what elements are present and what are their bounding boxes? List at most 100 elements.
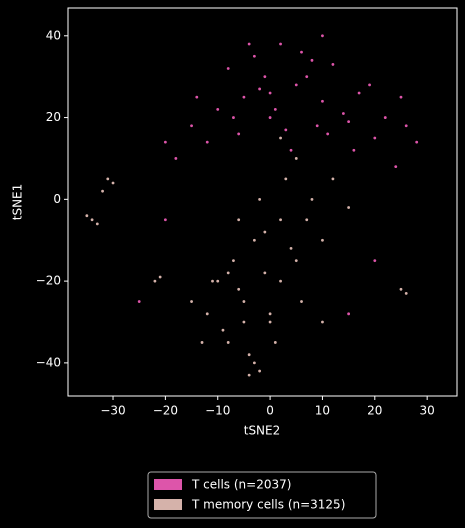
- point: [252, 54, 256, 58]
- y-tick-label: 0: [53, 192, 61, 206]
- x-axis-label: tSNE2: [244, 424, 281, 438]
- point: [221, 328, 225, 332]
- point: [294, 83, 298, 87]
- point: [341, 112, 345, 115]
- point: [106, 177, 110, 181]
- point: [268, 116, 272, 119]
- point: [284, 177, 288, 181]
- point: [242, 320, 246, 324]
- point: [326, 132, 330, 136]
- point: [247, 42, 251, 46]
- point: [300, 300, 303, 303]
- legend-swatch: [154, 479, 182, 490]
- point: [404, 291, 408, 295]
- point: [368, 83, 371, 87]
- point: [347, 120, 351, 124]
- x-tick-label: 10: [315, 404, 330, 418]
- point: [305, 218, 309, 222]
- y-axis-label: tSNE1: [11, 184, 25, 221]
- point: [247, 373, 251, 377]
- point: [279, 279, 282, 283]
- point: [237, 132, 241, 136]
- point: [263, 230, 267, 234]
- legend-swatch: [154, 499, 182, 510]
- point: [352, 148, 356, 152]
- point: [242, 300, 246, 303]
- point: [331, 177, 335, 181]
- point: [321, 99, 324, 103]
- point: [258, 197, 262, 201]
- point: [321, 320, 324, 324]
- point: [268, 320, 272, 324]
- point: [247, 353, 251, 357]
- point: [190, 124, 193, 128]
- point: [95, 222, 99, 226]
- point: [111, 181, 115, 185]
- point: [279, 42, 282, 46]
- point: [195, 95, 199, 99]
- point: [268, 312, 272, 316]
- point: [205, 312, 209, 316]
- point: [226, 341, 230, 344]
- point: [347, 312, 351, 316]
- x-tick-label: 0: [266, 404, 274, 418]
- point: [252, 361, 256, 365]
- point: [137, 300, 141, 303]
- point: [158, 275, 162, 279]
- point: [373, 259, 377, 263]
- point: [394, 165, 398, 169]
- legend-box: [147, 471, 377, 519]
- point: [163, 218, 167, 222]
- point: [273, 107, 277, 111]
- point: [399, 95, 403, 99]
- point: [399, 287, 403, 291]
- x-tick-label: −10: [205, 404, 230, 418]
- point: [211, 279, 214, 283]
- point: [226, 271, 230, 275]
- point: [383, 116, 387, 119]
- legend-label: T cells (n=2037): [191, 478, 291, 492]
- point: [90, 218, 94, 222]
- point: [373, 136, 377, 140]
- point: [310, 197, 314, 201]
- point: [263, 271, 267, 275]
- point: [357, 91, 361, 95]
- point: [305, 75, 309, 79]
- point: [289, 148, 293, 152]
- point: [232, 259, 235, 263]
- x-tick-label: −20: [153, 404, 178, 418]
- point: [163, 140, 167, 144]
- y-tick-label: 40: [46, 28, 61, 42]
- point: [101, 189, 104, 193]
- point: [252, 238, 256, 242]
- x-tick-label: −30: [100, 404, 125, 418]
- point: [294, 259, 298, 263]
- point: [289, 247, 293, 250]
- point: [273, 341, 277, 344]
- point: [294, 157, 298, 160]
- y-tick-label: −20: [36, 274, 61, 288]
- legend-label: T memory cells (n=3125): [191, 498, 345, 512]
- point: [347, 206, 351, 209]
- point: [174, 157, 178, 160]
- plot-frame: [67, 7, 458, 397]
- point: [258, 87, 262, 91]
- point: [190, 300, 193, 303]
- point: [258, 369, 262, 373]
- point: [263, 75, 267, 79]
- y-tick-label: −40: [36, 355, 61, 369]
- point: [300, 50, 303, 54]
- point: [200, 341, 204, 344]
- point: [216, 279, 220, 283]
- point: [237, 218, 241, 222]
- point: [216, 107, 220, 111]
- point: [205, 140, 209, 144]
- x-tick-label: 30: [420, 404, 435, 418]
- point: [279, 136, 282, 140]
- point: [279, 218, 282, 222]
- point: [321, 34, 324, 38]
- point: [315, 124, 319, 128]
- point: [153, 279, 157, 283]
